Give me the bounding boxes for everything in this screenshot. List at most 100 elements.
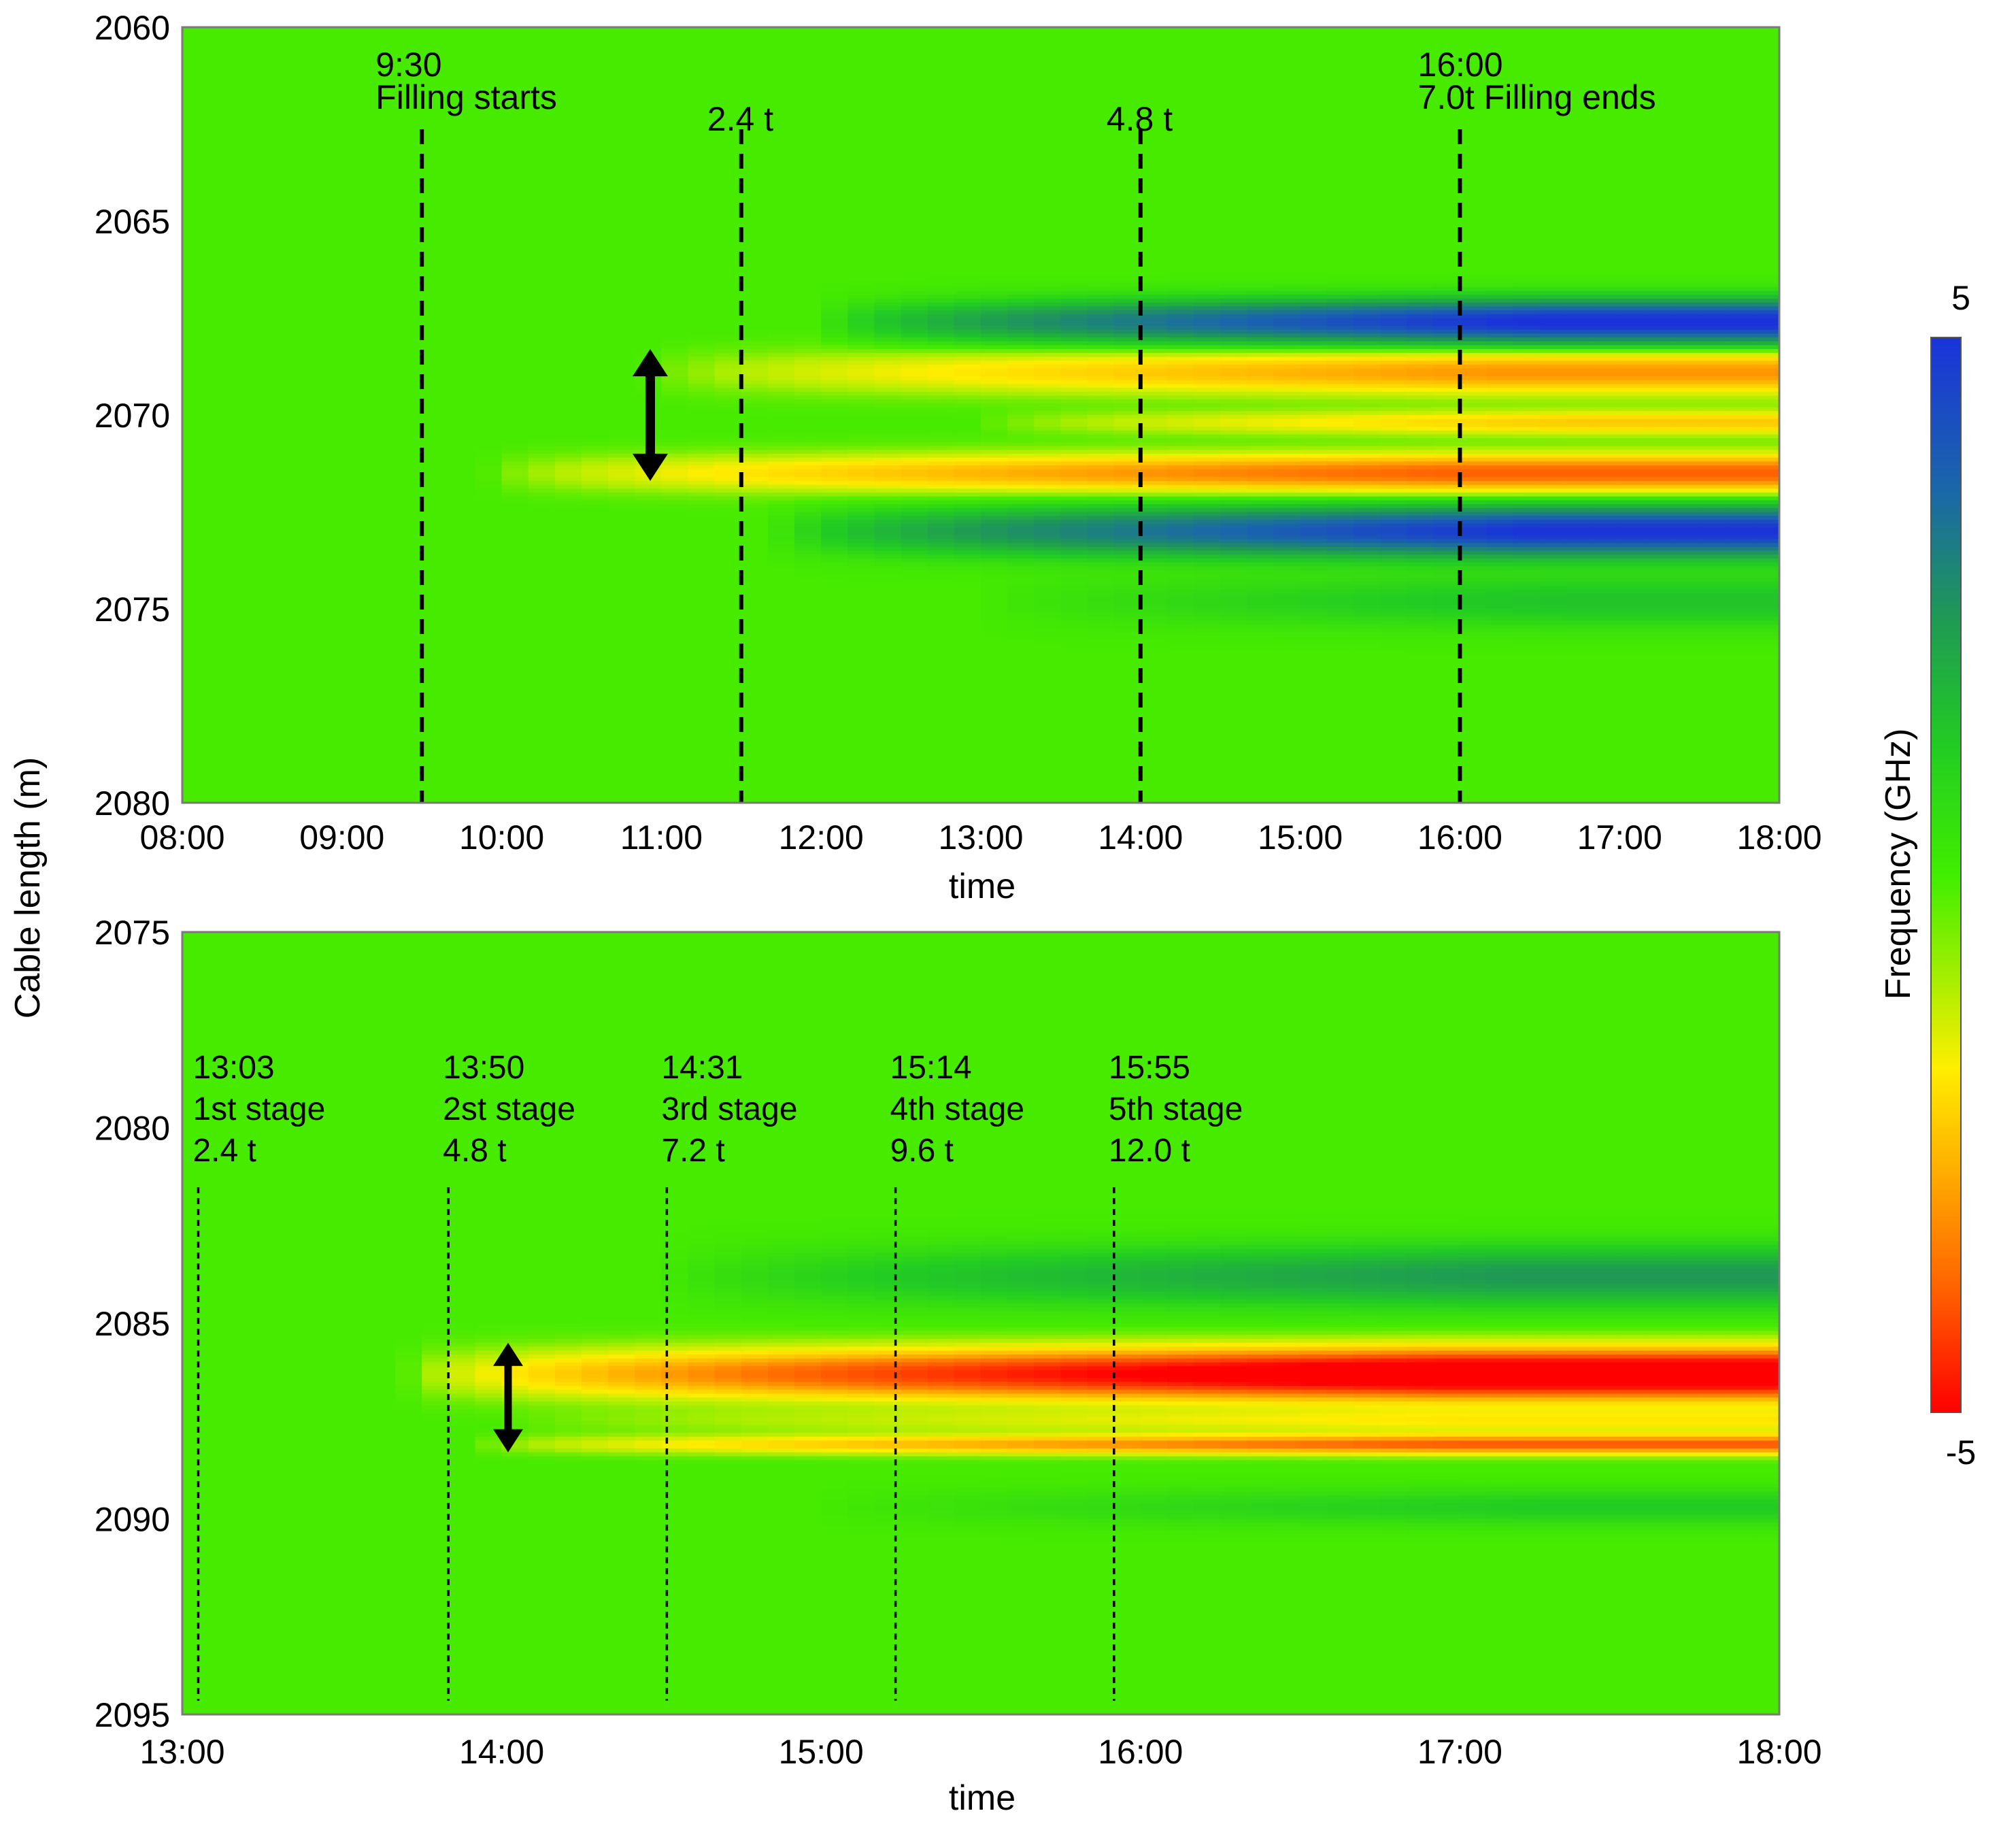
top-heatmap-cell <box>1407 58 1434 63</box>
top-heatmap-cell <box>954 283 981 288</box>
top-heatmap-cell <box>554 302 582 308</box>
top-heatmap-cell <box>1433 39 1461 44</box>
top-heatmap-cell <box>847 271 875 276</box>
top-heatmap-cell <box>262 229 290 233</box>
top-heatmap-cell <box>981 124 1009 129</box>
top-heatmap-cell <box>1007 147 1035 152</box>
top-heatmap-cell <box>395 325 423 331</box>
top-heatmap-cell <box>1619 267 1647 272</box>
top-heatmap-cell <box>1194 201 1222 207</box>
top-heatmap-cell <box>767 283 795 288</box>
top-heatmap-cell <box>235 159 263 164</box>
top-heatmap-cell <box>582 306 609 311</box>
top-heatmap-cell <box>767 213 795 218</box>
top-heatmap-cell <box>1300 271 1328 276</box>
top-heatmap-cell <box>1566 325 1594 331</box>
top-heatmap-cell <box>1034 105 1062 110</box>
top-heatmap-cell <box>235 325 263 331</box>
top-heatmap-cell <box>794 50 822 55</box>
top-heatmap-cell <box>315 159 343 164</box>
top-heatmap-cell <box>1380 42 1408 48</box>
top-heatmap-cell <box>182 135 210 141</box>
top-heatmap-cell <box>1007 50 1035 55</box>
top-heatmap-cell <box>1726 240 1753 246</box>
top-heatmap-cell <box>501 275 529 280</box>
top-heatmap-cell <box>1726 39 1753 44</box>
top-heatmap-cell <box>209 69 237 75</box>
top-heatmap-cell <box>1034 167 1062 171</box>
top-heatmap-cell <box>1646 116 1674 121</box>
top-heatmap-cell <box>954 279 981 284</box>
top-heatmap-cell <box>661 81 689 86</box>
top-heatmap-cell <box>635 299 662 303</box>
top-heatmap-cell <box>608 147 636 152</box>
top-heatmap-cell <box>688 263 716 269</box>
top-heatmap-cell <box>847 267 875 272</box>
top-heatmap-cell <box>1140 144 1168 148</box>
top-heatmap-cell <box>528 93 556 98</box>
top-heatmap-cell <box>1273 128 1301 133</box>
top-heatmap-cell <box>1726 197 1753 203</box>
top-heatmap-cell <box>608 325 636 331</box>
top-heatmap-cell <box>1513 244 1541 249</box>
top-heatmap-cell <box>235 120 263 125</box>
top-heatmap-cell <box>1513 248 1541 253</box>
top-heatmap-cell <box>661 116 689 121</box>
top-heatmap-cell <box>1326 39 1354 44</box>
top-heatmap-cell <box>714 89 742 94</box>
top-heatmap-cell <box>1353 116 1381 121</box>
top-heatmap-cell <box>1194 35 1222 39</box>
top-heatmap-cell <box>901 155 928 160</box>
top-heatmap-cell <box>661 244 689 249</box>
top-heatmap-cell <box>235 27 263 32</box>
top-heatmap-cell <box>1060 54 1088 59</box>
top-heatmap-cell <box>714 178 742 183</box>
top-heatmap-cell <box>901 54 928 59</box>
top-heatmap-cell <box>1460 299 1488 303</box>
top-heatmap-cell <box>1273 135 1301 141</box>
top-heatmap-cell <box>1486 50 1514 55</box>
top-heatmap-cell <box>1566 275 1594 280</box>
top-heatmap-cell <box>1566 213 1594 218</box>
top-heatmap-cell <box>1433 275 1461 280</box>
top-heatmap-cell <box>422 225 450 230</box>
top-heatmap-cell <box>235 42 263 48</box>
top-heatmap-cell <box>767 31 795 36</box>
top-heatmap-cell <box>341 78 369 82</box>
top-heatmap-cell <box>1380 333 1408 338</box>
top-heatmap-cell <box>395 271 423 276</box>
top-heatmap-cell <box>1087 124 1115 129</box>
top-heatmap-cell <box>582 93 609 98</box>
top-heatmap-cell <box>927 299 955 303</box>
top-heatmap-cell <box>821 252 849 257</box>
top-heatmap-cell <box>1060 194 1088 199</box>
top-heatmap-cell <box>182 116 210 121</box>
top-heatmap-cell <box>661 151 689 156</box>
top-heatmap-cell <box>209 283 237 288</box>
top-heatmap-cell <box>1539 267 1567 272</box>
top-heatmap-cell <box>368 89 396 94</box>
top-heatmap-cell <box>847 256 875 261</box>
top-heatmap-cell <box>448 299 476 303</box>
top-heatmap-cell <box>1113 66 1141 71</box>
top-heatmap-cell <box>1300 66 1328 71</box>
top-heatmap-cell <box>209 256 237 261</box>
top-heatmap-cell <box>1220 248 1248 253</box>
top-heatmap-cell <box>475 73 503 78</box>
top-heatmap-cell <box>448 306 476 311</box>
top-heatmap-cell <box>741 124 769 129</box>
top-heatmap-cell <box>1619 314 1647 319</box>
top-heatmap-cell <box>661 31 689 36</box>
top-heatmap-cell <box>315 112 343 117</box>
top-heatmap-cell <box>1326 66 1354 71</box>
top-heatmap-cell <box>1166 256 1194 261</box>
top-heatmap-cell <box>1460 31 1488 36</box>
top-heatmap-cell <box>874 101 902 105</box>
top-heatmap-cell <box>1220 42 1248 48</box>
top-heatmap-cell <box>688 256 716 261</box>
top-heatmap-cell <box>1646 31 1674 36</box>
top-heatmap-cell <box>635 97 662 102</box>
top-heatmap-cell <box>1539 271 1567 276</box>
top-heatmap-cell <box>554 97 582 102</box>
top-heatmap-cell <box>1407 155 1434 160</box>
